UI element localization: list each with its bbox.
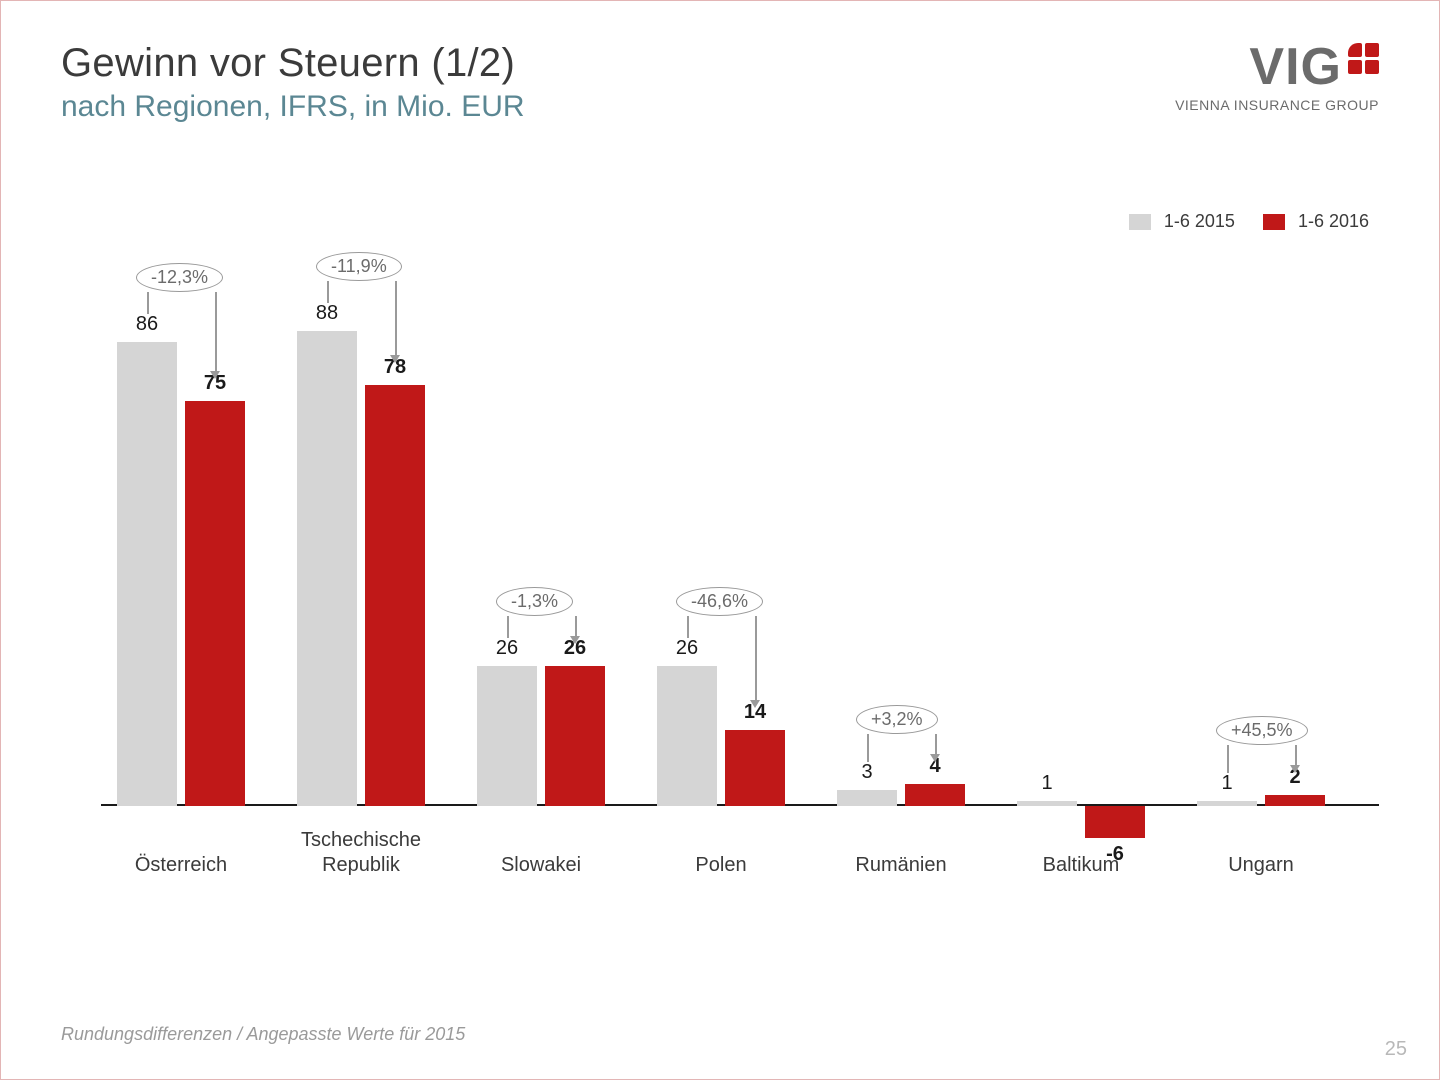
page-number: 25 <box>1385 1038 1407 1061</box>
change-arrow <box>1181 321 1341 921</box>
footnote: Rundungsdifferenzen / Angepasste Werte f… <box>61 1024 465 1045</box>
category-label: Polen <box>641 853 801 878</box>
bar-2015 <box>1017 801 1077 806</box>
change-bubble: -11,9% <box>316 252 402 281</box>
logo-subtitle: VIENNA INSURANCE GROUP <box>1175 97 1379 113</box>
bar-group: 1-6Baltikum <box>1001 321 1161 921</box>
change-arrow <box>101 321 261 921</box>
logo-text: VIG <box>1249 41 1342 93</box>
value-label-2015: 1 <box>1017 772 1077 795</box>
legend: 1-6 2015 1-6 2016 <box>1129 211 1369 232</box>
logo-main: VIG <box>1175 41 1379 93</box>
bar-2016 <box>1085 806 1145 838</box>
change-arrow <box>641 321 801 921</box>
change-arrow <box>461 321 621 921</box>
bar-group: 8878-11,9%TschechischeRepublik <box>281 321 441 921</box>
legend-item-2015: 1-6 2015 <box>1129 211 1235 232</box>
category-label: Österreich <box>101 853 261 878</box>
legend-swatch-2016 <box>1263 214 1285 230</box>
category-label: Rumänien <box>821 853 981 878</box>
legend-item-2016: 1-6 2016 <box>1263 211 1369 232</box>
category-label: Baltikum <box>1001 853 1161 878</box>
legend-label-2015: 1-6 2015 <box>1164 211 1235 231</box>
category-label: Slowakei <box>461 853 621 878</box>
chart: 8675-12,3%Österreich8878-11,9%Tschechisc… <box>101 321 1379 921</box>
bar-group: 34+3,2%Rumänien <box>821 321 981 921</box>
page-title: Gewinn vor Steuern (1/2) <box>61 41 525 86</box>
logo-mark-icon <box>1348 43 1379 74</box>
category-label: Ungarn <box>1181 853 1341 878</box>
change-bubble: -12,3% <box>136 263 223 292</box>
legend-swatch-2015 <box>1129 214 1151 230</box>
logo: VIG VIENNA INSURANCE GROUP <box>1175 41 1379 113</box>
legend-label-2016: 1-6 2016 <box>1298 211 1369 231</box>
header: Gewinn vor Steuern (1/2) nach Regionen, … <box>61 41 1379 124</box>
slide: Gewinn vor Steuern (1/2) nach Regionen, … <box>0 0 1440 1080</box>
bar-group: 2614-46,6%Polen <box>641 321 801 921</box>
bar-group: 2626-1,3%Slowakei <box>461 321 621 921</box>
title-block: Gewinn vor Steuern (1/2) nach Regionen, … <box>61 41 525 124</box>
change-arrow <box>821 321 981 921</box>
bar-group: 12+45,5%Ungarn <box>1181 321 1341 921</box>
bar-group: 8675-12,3%Österreich <box>101 321 261 921</box>
page-subtitle: nach Regionen, IFRS, in Mio. EUR <box>61 90 525 124</box>
category-label: TschechischeRepublik <box>281 828 441 878</box>
